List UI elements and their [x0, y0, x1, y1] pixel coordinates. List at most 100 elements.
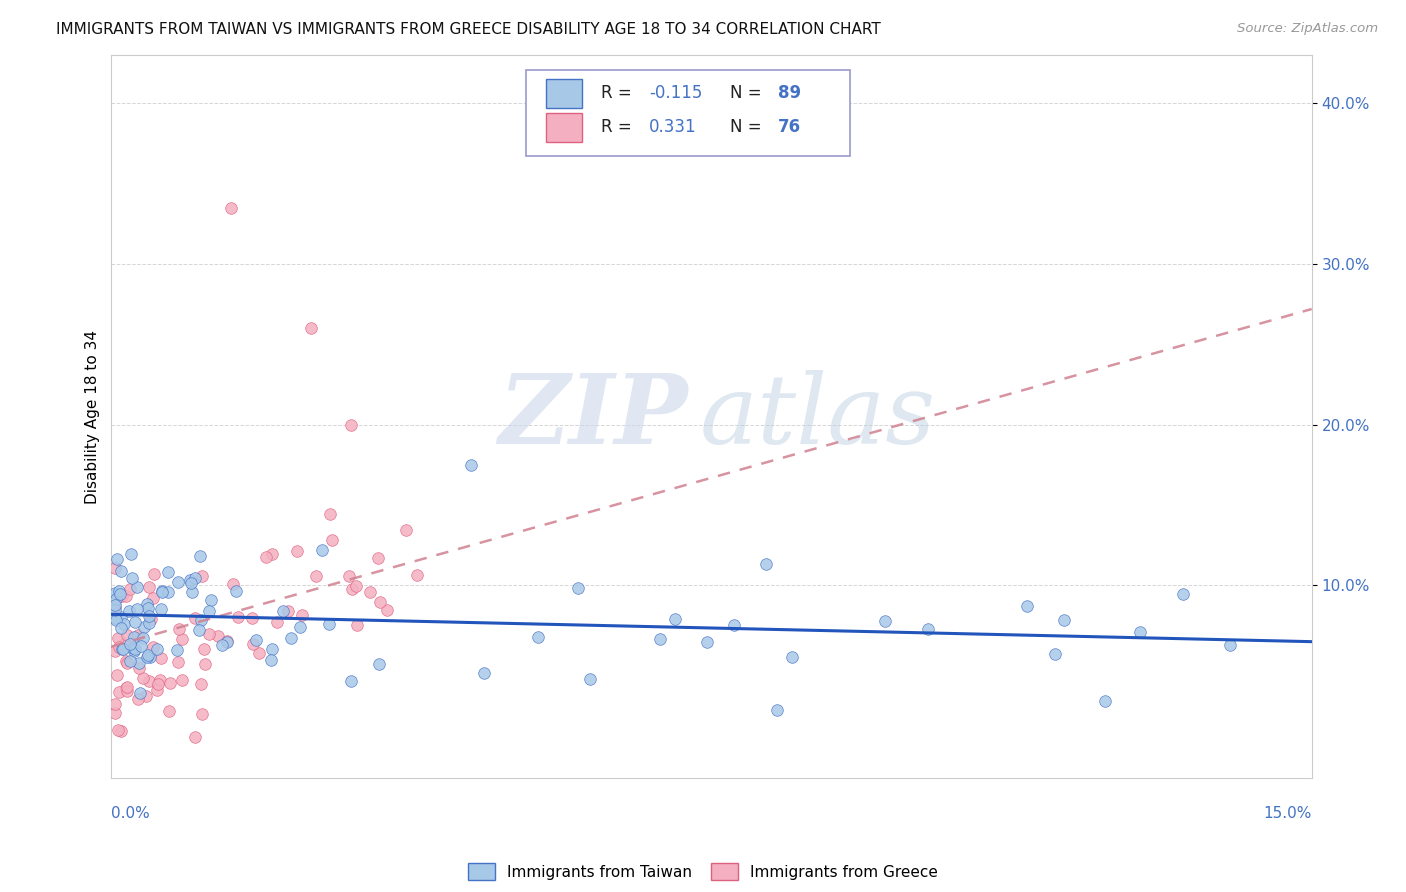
Point	[135, 689, 157, 703]
Point	[104, 644, 127, 658]
Point	[122, 643, 145, 657]
Point	[346, 617, 368, 632]
Text: ZIP: ZIP	[498, 369, 688, 464]
Point	[225, 583, 247, 598]
Point	[125, 580, 148, 594]
FancyBboxPatch shape	[526, 70, 849, 156]
Point	[340, 674, 363, 689]
Point	[184, 571, 207, 585]
Point	[110, 610, 132, 624]
Text: 89: 89	[778, 85, 800, 103]
Point	[221, 201, 243, 215]
Point	[127, 628, 149, 642]
Point	[1094, 694, 1116, 708]
Point	[254, 550, 277, 565]
Point	[128, 661, 150, 675]
Point	[249, 646, 271, 660]
Point	[149, 673, 172, 687]
Point	[115, 684, 138, 698]
Point	[127, 692, 149, 706]
FancyBboxPatch shape	[546, 79, 582, 108]
Point	[141, 612, 163, 626]
Point	[150, 585, 173, 599]
Point	[104, 603, 127, 617]
Point	[262, 548, 284, 562]
Point	[107, 631, 129, 645]
Point	[526, 630, 548, 644]
Point	[319, 507, 342, 521]
Point	[190, 613, 212, 627]
Point	[190, 677, 212, 691]
Point	[1045, 647, 1067, 661]
Point	[166, 574, 188, 589]
Point	[172, 673, 194, 687]
Point	[179, 574, 201, 588]
Point	[150, 584, 173, 599]
Text: 76: 76	[778, 119, 800, 136]
Point	[167, 655, 190, 669]
Point	[110, 621, 132, 635]
Point	[648, 632, 671, 647]
Point	[110, 587, 132, 601]
Point	[135, 650, 157, 665]
Point	[198, 627, 221, 641]
Point	[873, 614, 896, 628]
Text: R =: R =	[602, 85, 637, 103]
Point	[344, 578, 367, 592]
Point	[190, 569, 212, 583]
Point	[105, 552, 128, 566]
Point	[104, 561, 127, 575]
Point	[157, 585, 180, 599]
Point	[318, 617, 340, 632]
Point	[368, 657, 391, 671]
Point	[240, 611, 263, 625]
Point	[104, 586, 127, 600]
Point	[114, 589, 136, 603]
Point	[217, 633, 239, 648]
Point	[567, 581, 589, 595]
Point	[340, 582, 363, 596]
Point	[121, 571, 143, 585]
Text: IMMIGRANTS FROM TAIWAN VS IMMIGRANTS FROM GREECE DISABILITY AGE 18 TO 34 CORRELA: IMMIGRANTS FROM TAIWAN VS IMMIGRANTS FRO…	[56, 22, 882, 37]
Point	[184, 611, 207, 625]
Point	[664, 612, 686, 626]
Point	[367, 551, 389, 566]
Text: N =: N =	[730, 85, 766, 103]
Point	[193, 641, 215, 656]
Point	[150, 601, 173, 615]
Point	[579, 672, 602, 686]
Point	[260, 653, 283, 667]
Text: Source: ZipAtlas.com: Source: ZipAtlas.com	[1237, 22, 1378, 36]
Point	[139, 650, 162, 665]
Point	[146, 683, 169, 698]
Point	[1015, 599, 1038, 613]
Point	[1053, 613, 1076, 627]
Text: 0.331: 0.331	[650, 119, 697, 136]
Point	[266, 615, 288, 629]
Point	[149, 650, 172, 665]
Point	[194, 657, 217, 671]
Point	[138, 581, 160, 595]
Point	[104, 611, 127, 625]
Point	[104, 591, 127, 606]
Point	[460, 458, 482, 472]
Point	[129, 686, 152, 700]
Point	[112, 616, 135, 631]
Point	[120, 547, 142, 561]
Point	[122, 631, 145, 645]
Text: N =: N =	[730, 119, 766, 136]
Point	[104, 697, 127, 711]
Point	[198, 604, 221, 618]
Point	[340, 417, 363, 432]
Point	[222, 577, 245, 591]
Point	[118, 582, 141, 597]
Point	[107, 583, 129, 598]
Point	[120, 637, 142, 651]
Point	[143, 567, 166, 582]
Legend: Immigrants from Taiwan, Immigrants from Greece: Immigrants from Taiwan, Immigrants from …	[463, 858, 943, 884]
Point	[359, 585, 381, 599]
Point	[114, 681, 136, 695]
FancyBboxPatch shape	[546, 113, 582, 142]
Text: 0.0%: 0.0%	[111, 806, 150, 821]
Point	[104, 600, 127, 615]
